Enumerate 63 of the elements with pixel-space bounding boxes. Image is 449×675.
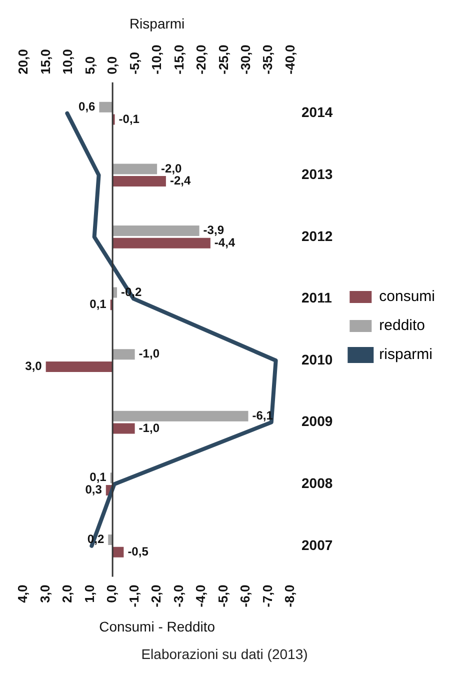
data-label: 0,3 <box>85 482 102 497</box>
x-tick-label: 0,0 <box>104 584 120 603</box>
data-label: -0,1 <box>118 112 140 126</box>
x-axis-title: Consumi - Reddito <box>99 618 216 634</box>
x2-tick-label: -5,0 <box>126 52 142 74</box>
data-label: -2,0 <box>161 161 182 176</box>
y-tick-label: 2011 <box>302 290 332 306</box>
data-label: -4,4 <box>214 235 236 250</box>
x2-tick-label: -15,0 <box>171 44 186 74</box>
y-tick-label: 2012 <box>302 228 333 244</box>
data-label: 0,1 <box>90 297 107 312</box>
y-tick-label: 2014 <box>302 104 333 120</box>
x2-tick-label: -35,0 <box>260 44 276 74</box>
x-tick-label: 3,0 <box>37 584 52 603</box>
bar <box>112 176 166 187</box>
x-tick-label: 4,0 <box>15 584 30 603</box>
text: Elaborazioni su dati (2013) <box>140 646 309 662</box>
data-label: 0,1 <box>90 470 107 484</box>
x2-tick-label: 10,0 <box>60 49 76 74</box>
x-tick-label: -2,0 <box>148 584 164 608</box>
y-tick-label: 2009 <box>302 413 333 430</box>
legend-label: consumi <box>379 288 436 306</box>
x-tick-label: -3,0 <box>170 584 186 608</box>
y-tick-label: 2013 <box>302 166 333 182</box>
bar <box>112 238 210 248</box>
x-tick-label: -7,0 <box>260 584 275 608</box>
data-label: -2,4 <box>170 174 191 188</box>
x2-tick-label: -10,0 <box>149 44 164 74</box>
data-label: -1,0 <box>138 346 160 361</box>
bar <box>112 546 124 558</box>
data-label: -1,0 <box>138 420 160 435</box>
x-tick-label: 2,0 <box>60 584 75 603</box>
x-tick-label: -8,0 <box>282 584 298 608</box>
x2-tick-label: 15,0 <box>38 49 53 74</box>
x-tick-label: 1,0 <box>82 584 97 603</box>
x-tick-label: -1,0 <box>126 584 142 608</box>
legend-label: reddito <box>379 317 426 334</box>
data-label: -0,5 <box>128 544 149 558</box>
x2-tick-label: 5,0 <box>82 56 98 74</box>
x2-axis-title: Risparmi <box>129 15 185 32</box>
y-tick-label: 2010 <box>302 351 333 368</box>
bar <box>46 361 113 372</box>
x2-tick-label: -25,0 <box>216 44 231 74</box>
legend-label: risparmi <box>379 346 432 364</box>
bar <box>112 164 158 174</box>
x-tick-label: -4,0 <box>193 584 208 608</box>
y-tick-label: 2007 <box>302 536 333 553</box>
bar <box>112 423 135 434</box>
data-label: 0,6 <box>78 99 96 114</box>
x2-tick-label: -40,0 <box>282 44 298 74</box>
y-tick-label: 2008 <box>302 474 333 491</box>
x2-tick-label: -30,0 <box>238 44 253 74</box>
bar <box>99 102 113 112</box>
x2-tick-label: 0,0 <box>104 56 120 74</box>
x-tick-label: -6,0 <box>238 584 253 608</box>
x2-tick-label: 20,0 <box>16 49 31 74</box>
bar <box>112 225 200 236</box>
x2-tick-label: -20,0 <box>194 44 209 74</box>
data-label: 3,0 <box>25 359 42 374</box>
data-label: -3,9 <box>203 223 224 238</box>
bar <box>112 349 135 360</box>
x-tick-label: -5,0 <box>215 584 230 608</box>
bar <box>112 410 248 422</box>
